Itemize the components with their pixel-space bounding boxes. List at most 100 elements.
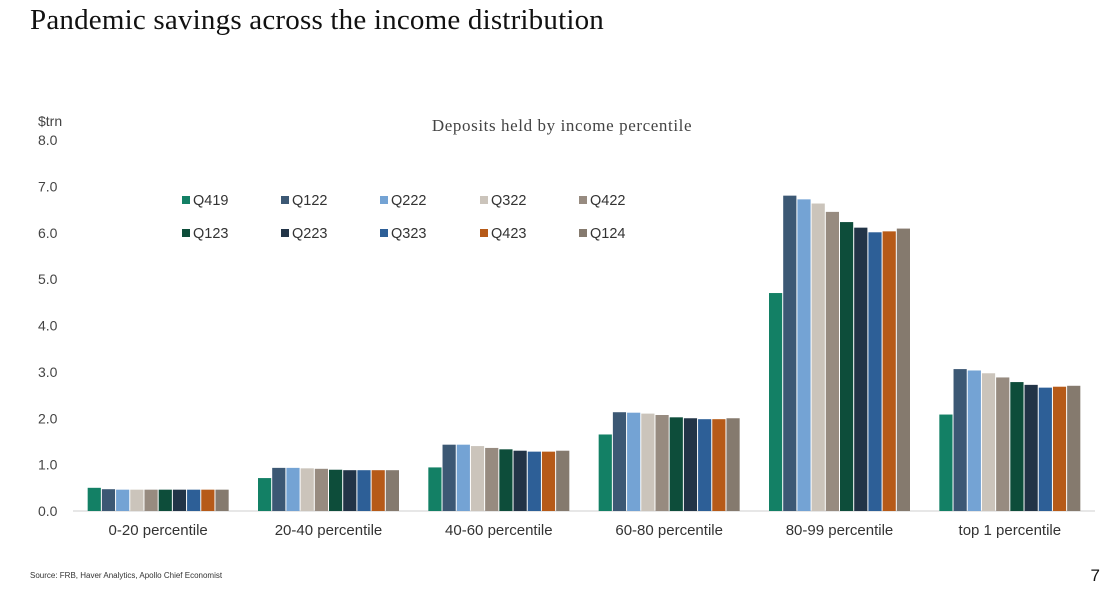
y-tick-label: 3.0 bbox=[38, 364, 58, 380]
legend-swatch-q419 bbox=[182, 196, 190, 204]
bar-q423-6 bbox=[1052, 386, 1067, 511]
bar-q122-3 bbox=[442, 444, 456, 511]
bar-q123-6 bbox=[1010, 382, 1024, 511]
bar-q223-6 bbox=[1024, 384, 1038, 511]
bar-q223-1 bbox=[172, 489, 187, 511]
y-axis-unit-label: $trn bbox=[38, 113, 62, 129]
bar-q223-4 bbox=[683, 418, 698, 511]
bar-q123-3 bbox=[499, 449, 513, 511]
bar-q124-1 bbox=[215, 489, 229, 511]
legend-swatch-q124 bbox=[579, 229, 587, 237]
bar-q423-2 bbox=[371, 470, 385, 511]
bar-q323-1 bbox=[187, 489, 201, 511]
bar-q223-5 bbox=[854, 227, 868, 511]
chart-title: Deposits held by income percentile bbox=[432, 116, 692, 135]
slide-title: Pandemic savings across the income distr… bbox=[30, 4, 604, 36]
legend-label-q122: Q122 bbox=[292, 193, 327, 209]
legend-swatch-q322 bbox=[480, 196, 488, 204]
bar-q322-1 bbox=[130, 489, 144, 511]
y-tick-label: 8.0 bbox=[38, 132, 58, 148]
bar-q423-4 bbox=[712, 419, 726, 511]
category-label: top 1 percentile bbox=[959, 522, 1062, 539]
legend-label-q222: Q222 bbox=[391, 193, 426, 209]
bar-q123-4 bbox=[669, 417, 683, 511]
bar-q222-3 bbox=[456, 444, 470, 511]
bar-q123-2 bbox=[329, 469, 343, 511]
bar-q323-2 bbox=[357, 470, 371, 511]
bar-q124-3 bbox=[556, 450, 570, 511]
bar-q419-1 bbox=[87, 487, 101, 511]
bar-q422-5 bbox=[825, 211, 839, 511]
bar-q322-5 bbox=[811, 203, 825, 511]
bar-q323-4 bbox=[698, 419, 712, 511]
bar-q222-6 bbox=[967, 370, 981, 511]
bar-q422-2 bbox=[314, 468, 328, 511]
legend-label-q323: Q323 bbox=[391, 226, 426, 242]
bar-q124-2 bbox=[385, 470, 399, 511]
legend-label-q423: Q423 bbox=[491, 226, 526, 242]
bar-q123-5 bbox=[840, 222, 854, 511]
category-labels: 0-20 percentile 20-40 percentile 40-60 per… bbox=[109, 522, 1062, 539]
legend-label-q223: Q223 bbox=[292, 226, 327, 242]
bar-q122-6 bbox=[953, 369, 967, 511]
y-tick-label: 2.0 bbox=[38, 410, 58, 426]
legend-swatch-q422 bbox=[579, 196, 587, 204]
bar-q323-3 bbox=[527, 451, 541, 511]
legend-swatch-q423 bbox=[480, 229, 488, 237]
legend-swatch-q223 bbox=[281, 229, 289, 237]
bar-q124-4 bbox=[726, 418, 740, 511]
y-tick-label: 5.0 bbox=[38, 271, 58, 287]
bar-q123-1 bbox=[158, 489, 172, 511]
legend-label-q419: Q419 bbox=[193, 193, 228, 209]
bar-q122-1 bbox=[101, 489, 116, 511]
y-tick-label: 0.0 bbox=[38, 503, 58, 519]
bar-q323-5 bbox=[868, 232, 882, 512]
bar-q122-4 bbox=[612, 412, 627, 511]
page-number: 7 bbox=[1090, 566, 1100, 585]
bar-q222-1 bbox=[116, 489, 130, 511]
bar-q423-1 bbox=[201, 489, 215, 511]
bar-q422-6 bbox=[996, 377, 1010, 511]
bar-q419-4 bbox=[598, 434, 612, 511]
category-label: 60-80 percentile bbox=[615, 522, 723, 539]
bar-q323-6 bbox=[1038, 387, 1052, 511]
category-label: 0-20 percentile bbox=[109, 522, 208, 539]
bar-q223-3 bbox=[513, 450, 527, 511]
legend-label-q123: Q123 bbox=[193, 226, 228, 242]
bar-q322-6 bbox=[981, 373, 996, 511]
category-label: 80-99 percentile bbox=[786, 522, 894, 539]
bar-q419-2 bbox=[258, 478, 272, 511]
legend: Q419 Q122 Q222 Q322 Q422 Q123 Q223 Q323 Q423 Q124 bbox=[182, 193, 625, 242]
bars-group bbox=[87, 195, 1081, 512]
legend-swatch-q222 bbox=[380, 196, 388, 204]
bar-q223-2 bbox=[343, 470, 357, 511]
bar-q419-5 bbox=[769, 293, 783, 511]
bar-q222-4 bbox=[627, 412, 641, 511]
legend-label-q322: Q322 bbox=[491, 193, 526, 209]
bar-q422-3 bbox=[485, 447, 499, 511]
bar-q322-2 bbox=[300, 468, 314, 511]
legend-label-q124: Q124 bbox=[590, 226, 625, 242]
bar-q124-6 bbox=[1067, 385, 1081, 511]
bar-q222-5 bbox=[797, 199, 811, 512]
y-tick-label: 1.0 bbox=[38, 457, 58, 473]
bar-q423-3 bbox=[541, 451, 556, 511]
bar-q419-6 bbox=[939, 414, 953, 511]
y-tick-label: 4.0 bbox=[38, 318, 58, 334]
bar-q122-5 bbox=[783, 195, 797, 511]
category-label: 40-60 percentile bbox=[445, 522, 553, 539]
bar-q122-2 bbox=[272, 467, 286, 511]
legend-swatch-q123 bbox=[182, 229, 190, 237]
bar-q423-5 bbox=[882, 231, 896, 512]
bar-q422-1 bbox=[144, 489, 158, 511]
y-tick-label: 6.0 bbox=[38, 225, 58, 241]
y-tick-label: 7.0 bbox=[38, 178, 58, 194]
bar-q419-3 bbox=[428, 467, 442, 511]
bar-q124-5 bbox=[896, 228, 910, 511]
bar-q322-3 bbox=[470, 446, 485, 511]
bar-q222-2 bbox=[286, 467, 300, 511]
category-label: 20-40 percentile bbox=[275, 522, 383, 539]
source-note: Source: FRB, Haver Analytics, Apollo Chi… bbox=[30, 571, 223, 580]
legend-label-q422: Q422 bbox=[590, 193, 625, 209]
y-axis-ticks: 0.0 1.0 2.0 3.0 4.0 5.0 6.0 7.0 8.0 bbox=[38, 132, 58, 519]
